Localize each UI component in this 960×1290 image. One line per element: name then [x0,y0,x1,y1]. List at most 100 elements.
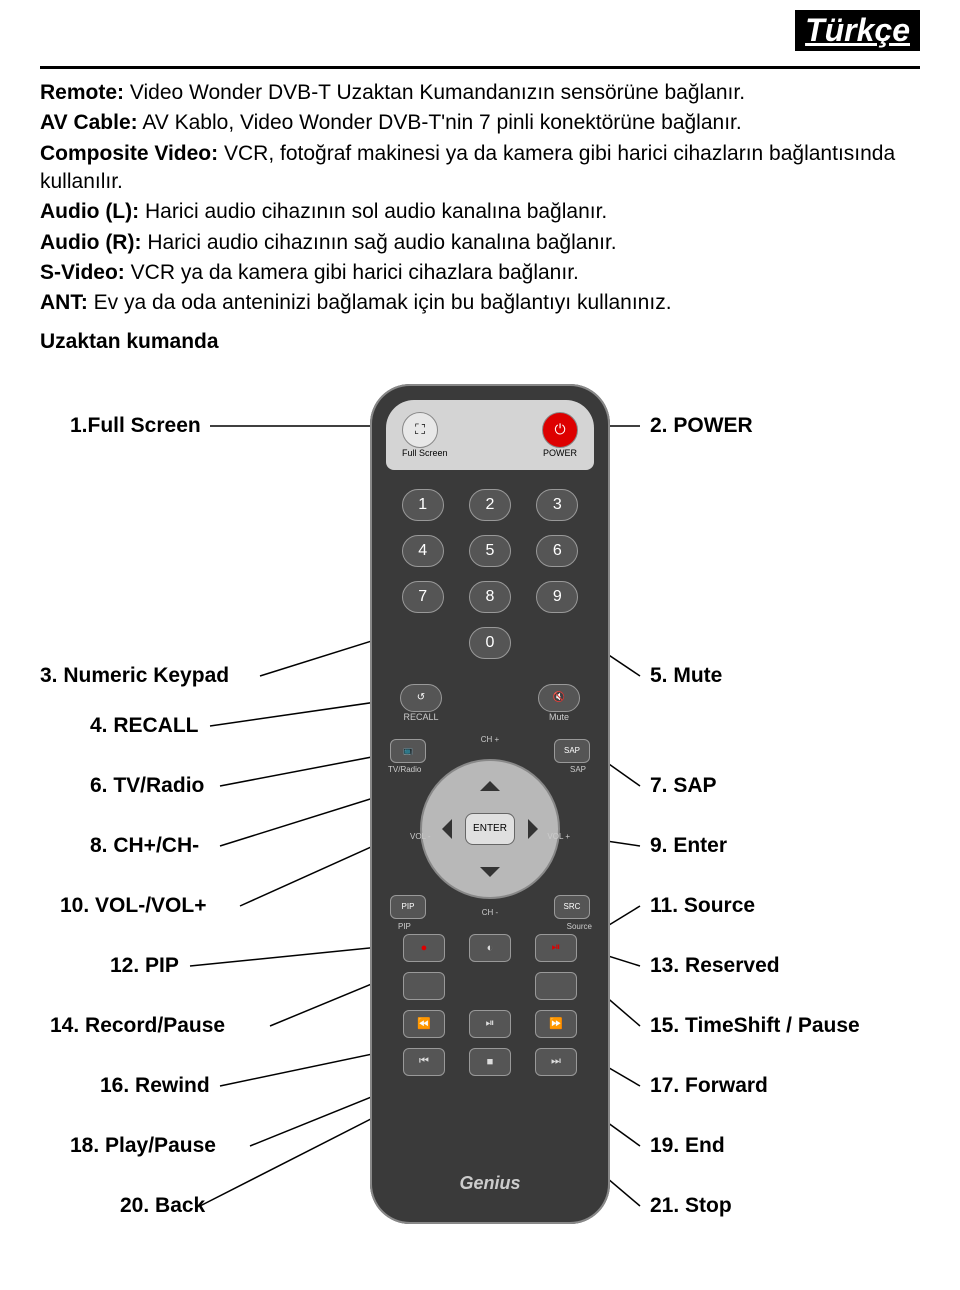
section-title: Uzaktan kumanda [40,330,920,354]
callout-ch: 8. CH+/CH- [90,834,199,858]
timeshift-button[interactable]: ⏯ [535,934,577,962]
desc-text: Harici audio cihazının sağ audio kanalın… [147,231,616,254]
ch-plus-label: CH + [481,735,499,744]
desc-label: Audio (R): [40,231,141,254]
sap-button[interactable]: SAP [554,739,590,763]
nav-cluster: ENTER [420,759,560,899]
recall-mute-row: ↺ RECALL 🔇 Mute [400,684,580,722]
key-8[interactable]: 8 [469,581,511,613]
media-buttons-grid: ● ◐ ⏯ ⏪ ⏯ ⏩ ⏮ ■ ⏭ [400,934,580,1076]
pip-label: PIP [398,922,411,931]
callout-mute: 5. Mute [650,664,722,688]
brand-logo: Genius [370,1173,610,1194]
record-button[interactable]: ● [403,934,445,962]
callout-reserved: 13. Reserved [650,954,780,978]
pip-button[interactable]: PIP [390,895,426,919]
desc-row: Composite Video: VCR, fotoğraf makinesi … [40,140,920,197]
key-9[interactable]: 9 [536,581,578,613]
mute-button[interactable]: 🔇 [538,684,580,712]
callout-recall: 4. RECALL [90,714,199,738]
desc-row: ANT: Ev ya da oda anteninizi bağlamak iç… [40,289,920,317]
desc-label: ANT: [40,291,88,314]
desc-label: Remote: [40,81,124,104]
desc-text: VCR ya da kamera gibi harici cihazlara b… [131,261,579,284]
numeric-keypad: 1 2 3 4 5 6 7 8 9 0 [400,489,580,659]
callout-stop: 21. Stop [650,1194,732,1218]
callout-record: 14. Record/Pause [50,1014,225,1038]
callout-full-screen: 1.Full Screen [70,414,201,438]
callout-pip: 12. PIP [110,954,179,978]
ch-down-button[interactable] [480,867,500,887]
remote-top-panel: ⛶ Full Screen ⏻ POWER [386,400,594,470]
callout-forward: 17. Forward [650,1074,768,1098]
rewind-button[interactable]: ⏪ [403,1010,445,1038]
key-4[interactable]: 4 [402,535,444,567]
ch-minus-label: CH - [482,908,498,917]
full-screen-label: Full Screen [402,448,448,458]
desc-text: AV Kablo, Video Wonder DVB-T'nin 7 pinli… [142,111,741,134]
sap-label: SAP [570,765,586,774]
callout-rewind: 16. Rewind [100,1074,210,1098]
nav-area: 📺 SAP PIP SRC TV/Radio SAP PIP Source EN… [390,739,590,919]
key-6[interactable]: 6 [536,535,578,567]
remote-body: ⛶ Full Screen ⏻ POWER 1 2 3 4 5 6 7 8 9 … [370,384,610,1224]
tvradio-label: TV/Radio [388,765,421,774]
recall-label: RECALL [400,712,442,722]
desc-text: Video Wonder DVB-T Uzaktan Kumandanızın … [130,81,745,104]
stop-button[interactable]: ■ [469,1048,511,1076]
callout-back: 20. Back [120,1194,205,1218]
recall-button[interactable]: ↺ [400,684,442,712]
top-divider [40,66,920,69]
description-block: Remote: Video Wonder DVB-T Uzaktan Kuman… [40,79,920,318]
callout-numeric-keypad: 3. Numeric Keypad [40,664,229,688]
callout-playpause: 18. Play/Pause [70,1134,216,1158]
power-label: POWER [542,448,578,458]
ch-up-button[interactable] [480,771,500,791]
desc-text: Ev ya da oda anteninizi bağlamak için bu… [94,291,672,314]
reserved-button[interactable]: ◐ [469,934,511,962]
desc-row: AV Cable: AV Kablo, Video Wonder DVB-T'n… [40,109,920,137]
callout-timeshift: 15. TimeShift / Pause [650,1014,860,1038]
desc-text: Harici audio cihazının sol audio kanalın… [145,200,607,223]
callout-enter: 9. Enter [650,834,727,858]
callout-vol: 10. VOL-/VOL+ [60,894,206,918]
desc-label: AV Cable: [40,111,138,134]
key-3[interactable]: 3 [536,489,578,521]
callout-power: 2. POWER [650,414,753,438]
remote-diagram: 1.Full Screen 3. Numeric Keypad 4. RECAL… [40,374,920,1274]
callout-tvradio: 6. TV/Radio [90,774,204,798]
vol-up-button[interactable] [528,819,548,839]
key-0[interactable]: 0 [469,627,511,659]
vol-plus-label: VOL + [547,832,570,841]
key-1[interactable]: 1 [402,489,444,521]
tvradio-button[interactable]: 📺 [390,739,426,763]
vol-minus-label: VOL - [410,832,431,841]
desc-row: Audio (R): Harici audio cihazının sağ au… [40,229,920,257]
key-7[interactable]: 7 [402,581,444,613]
key-2[interactable]: 2 [469,489,511,521]
source-label: Source [567,922,592,931]
full-screen-button[interactable]: ⛶ [402,412,438,448]
callout-end: 19. End [650,1134,725,1158]
desc-label: S-Video: [40,261,125,284]
power-button[interactable]: ⏻ [542,412,578,448]
mute-label: Mute [538,712,580,722]
desc-label: Composite Video: [40,142,218,165]
callout-sap: 7. SAP [650,774,717,798]
end-button[interactable]: ⏭ [535,1048,577,1076]
rec-pause-label-btn[interactable] [403,972,445,1000]
play-pause-button[interactable]: ⏯ [469,1010,511,1038]
ts-pause-label-btn[interactable] [535,972,577,1000]
desc-row: Remote: Video Wonder DVB-T Uzaktan Kuman… [40,79,920,107]
back-button[interactable]: ⏮ [403,1048,445,1076]
callout-source: 11. Source [650,894,755,918]
source-button[interactable]: SRC [554,895,590,919]
desc-row: S-Video: VCR ya da kamera gibi harici ci… [40,259,920,287]
desc-label: Audio (L): [40,200,139,223]
forward-button[interactable]: ⏩ [535,1010,577,1038]
enter-button[interactable]: ENTER [465,813,515,845]
vol-down-button[interactable] [432,819,452,839]
desc-row: Audio (L): Harici audio cihazının sol au… [40,198,920,226]
language-badge: Türkçe [795,10,920,51]
key-5[interactable]: 5 [469,535,511,567]
